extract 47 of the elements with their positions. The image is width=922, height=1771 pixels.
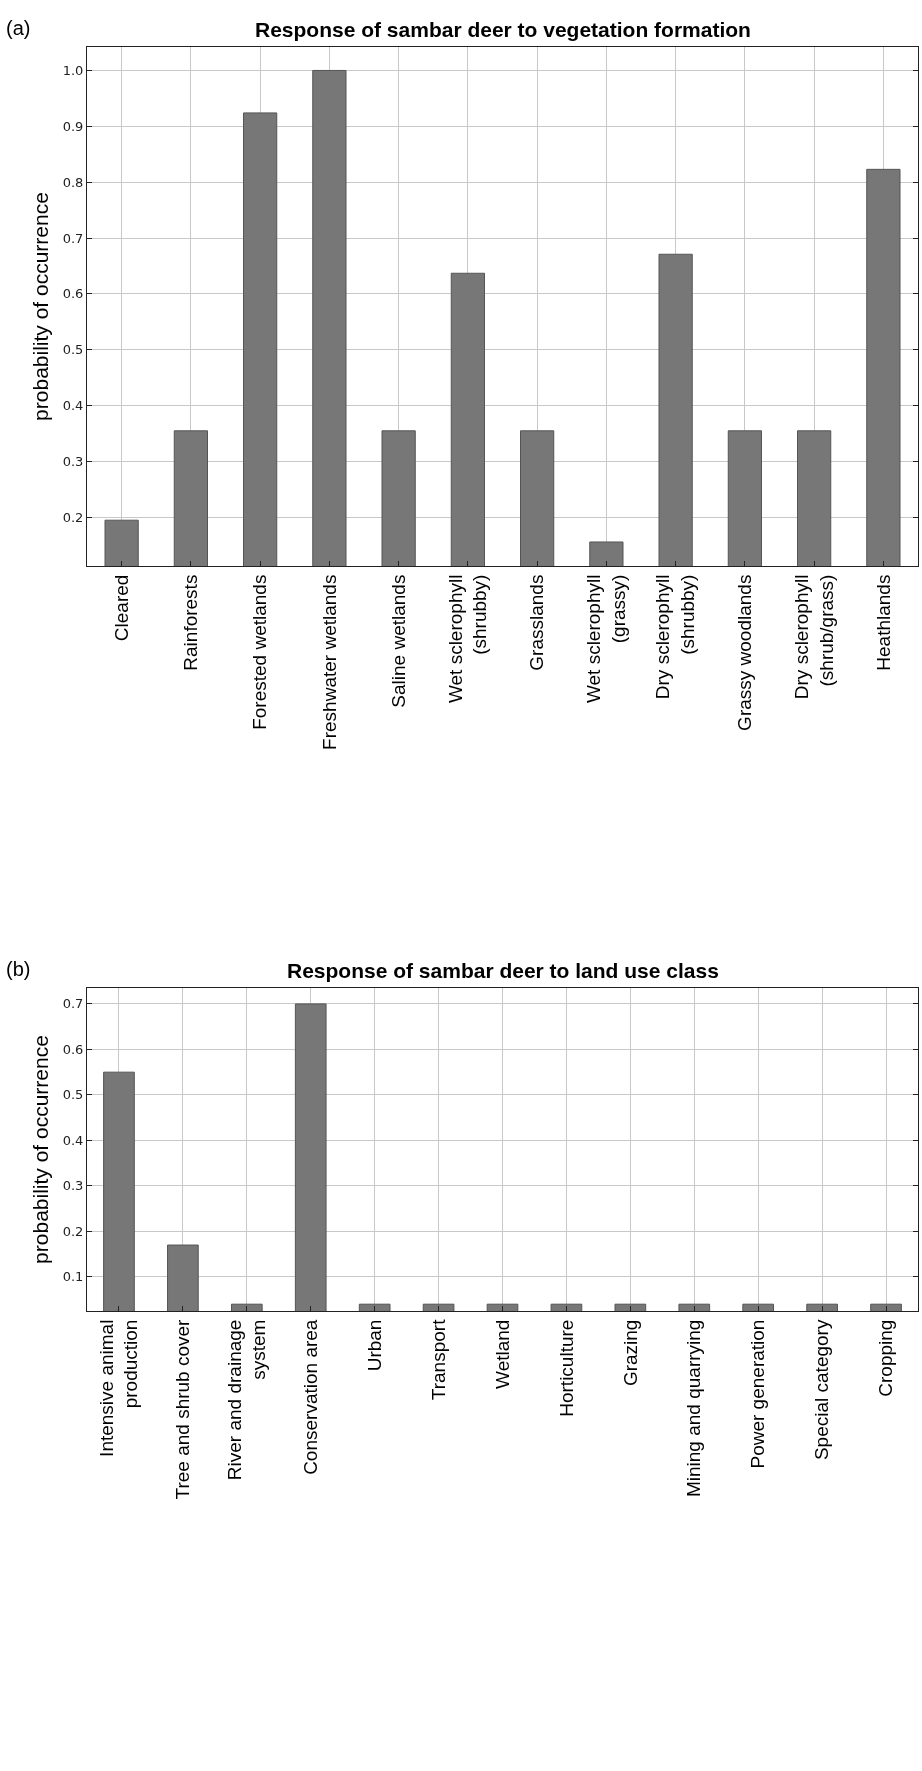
y-tick-label: 0.3 xyxy=(62,1178,84,1194)
x-tick-label: Tree and shrub cover xyxy=(172,1318,194,1500)
y-axis-title: probability of occurrence xyxy=(28,1035,52,1264)
x-tick-label: Dry sclerophyll (shrub/grass) xyxy=(790,574,837,700)
y-tick-label: 0.4 xyxy=(62,1132,84,1148)
x-tick-label: Forested wetlands xyxy=(249,574,271,730)
x-tick-label: Intensive animal production xyxy=(95,1319,142,1457)
y-tick-label: 0.3 xyxy=(62,454,84,470)
y-axis-title: probability of occurrence xyxy=(28,192,52,421)
x-tick-label: Wet sclerophyll (grassy) xyxy=(583,574,629,704)
x-tick-label: Power generation xyxy=(747,1319,769,1469)
x-tick-label: Mining and quarrying xyxy=(683,1319,705,1498)
x-tick-label: Conservation area xyxy=(299,1319,321,1475)
y-tick-label: 0.7 xyxy=(62,996,84,1012)
y-tick-label: 0.4 xyxy=(62,398,84,414)
x-tick-label: Cropping xyxy=(875,1319,897,1397)
y-tick-label: 0.5 xyxy=(62,342,84,358)
text: (a) xyxy=(6,17,31,39)
x-tick-label: Transport xyxy=(427,1318,449,1401)
x-tick-label: Cleared xyxy=(110,574,132,642)
x-tick-label: Freshwater wetlands xyxy=(318,574,340,750)
x-tick-label: Grasslands xyxy=(526,574,548,671)
x-tick-label: Dry sclerophyll (shrubby) xyxy=(652,574,699,700)
x-tick-label: Special category xyxy=(811,1319,833,1461)
chart-title: Response of sambar deer to land use class xyxy=(287,959,719,982)
x-tick-label: Saline wetlands xyxy=(387,574,409,708)
y-tick-label: 1.0 xyxy=(62,63,84,79)
x-tick-label: Wet sclerophyll (shrubby) xyxy=(444,574,491,704)
text: (b) xyxy=(6,958,31,980)
y-tick-label: 0.7 xyxy=(62,230,84,246)
x-tick-label: River and drainage system xyxy=(223,1319,270,1481)
y-tick-label: 0.5 xyxy=(62,1087,84,1103)
x-tick-label: Heathlands xyxy=(872,574,894,671)
y-tick-label: 0.8 xyxy=(62,174,84,190)
x-tick-label: Grassy woodlands xyxy=(734,574,756,731)
x-tick-label: Rainforests xyxy=(180,574,202,671)
x-tick-label: Horticulture xyxy=(555,1319,577,1417)
y-tick-label: 0.1 xyxy=(62,1269,84,1285)
x-tick-label: Urban xyxy=(363,1319,385,1372)
y-tick-label: 0.6 xyxy=(62,1041,84,1057)
y-tick-label: 0.2 xyxy=(62,509,84,525)
x-tick-label: Wetland xyxy=(491,1319,513,1389)
x-tick-label: Grazing xyxy=(619,1319,641,1387)
y-tick-label: 0.6 xyxy=(62,286,84,302)
chart-title: Response of sambar deer to vegetation formation xyxy=(255,18,751,41)
y-tick-label: 0.2 xyxy=(62,1223,84,1239)
y-tick-label: 0.9 xyxy=(62,118,84,134)
